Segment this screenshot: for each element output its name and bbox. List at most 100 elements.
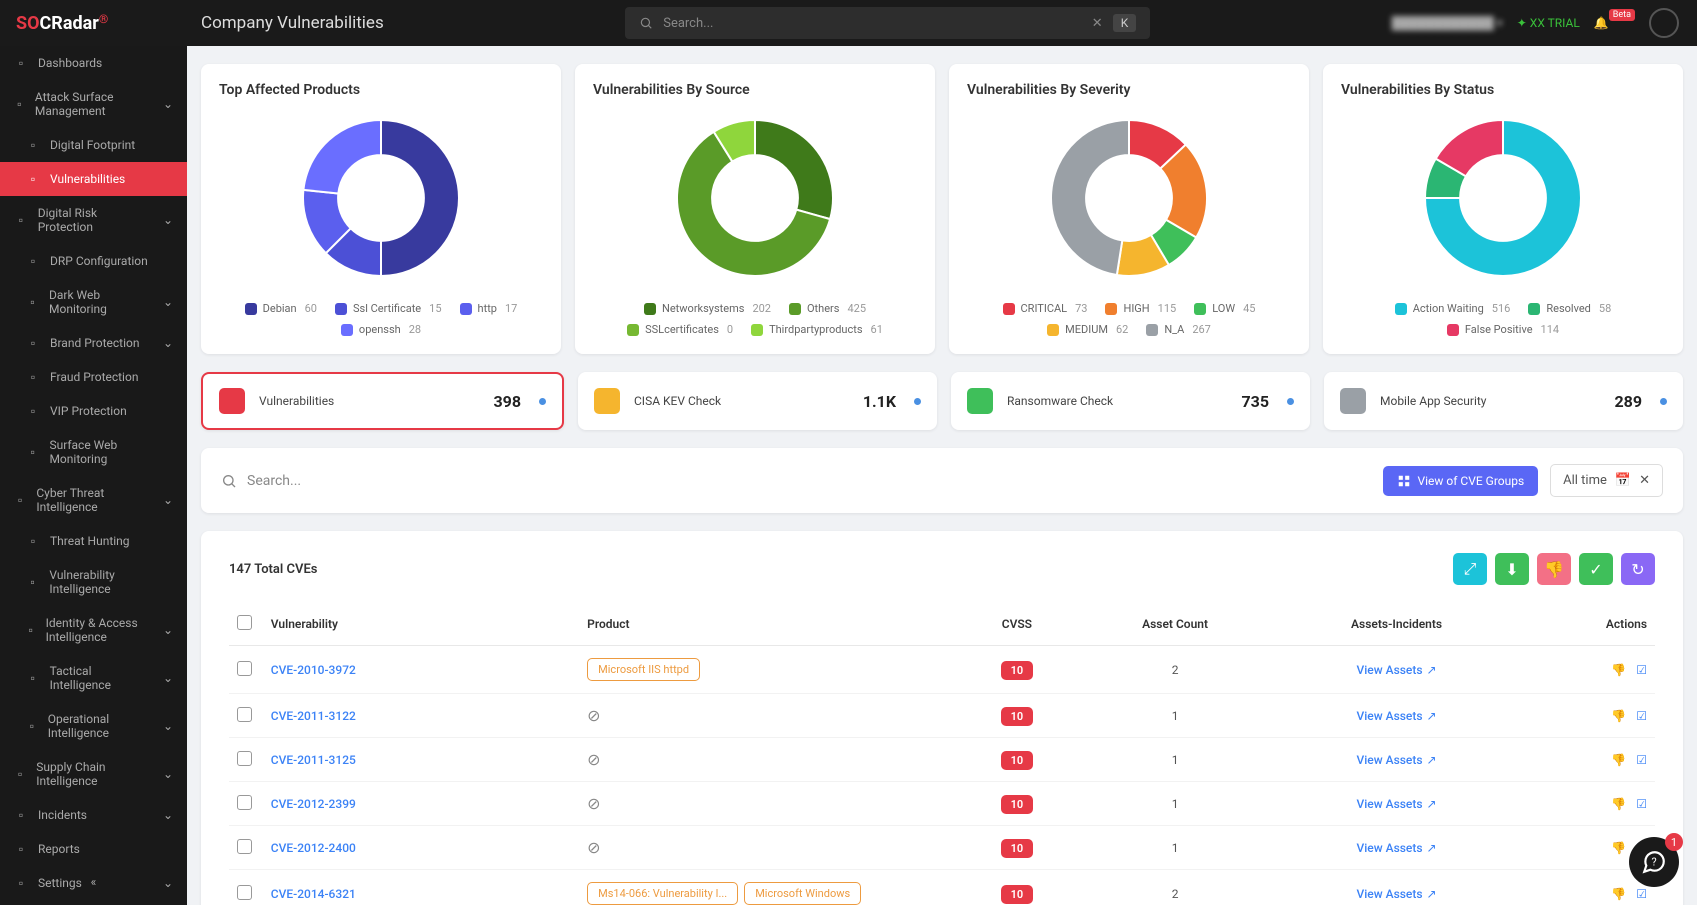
legend-item[interactable]: Thirdpartyproducts61 bbox=[751, 323, 883, 336]
thumbs-down-icon[interactable]: 👎 bbox=[1611, 841, 1626, 855]
view-assets-link[interactable]: View Assets ↗ bbox=[1357, 663, 1437, 677]
legend-item[interactable]: Debian60 bbox=[245, 302, 317, 315]
donut-slice[interactable] bbox=[303, 120, 381, 194]
column-header[interactable]: Product bbox=[579, 603, 948, 646]
legend-item[interactable]: MEDIUM62 bbox=[1047, 323, 1128, 336]
cve-link[interactable]: CVE-2014-6321 bbox=[271, 887, 356, 901]
check-icon[interactable]: ☑ bbox=[1636, 709, 1647, 723]
sidebar-item-operational-intelligence[interactable]: ▫Operational Intelligence⌄ bbox=[0, 702, 187, 750]
check-icon[interactable]: ☑ bbox=[1636, 753, 1647, 767]
stat-card-cisa-kev-check[interactable]: CISA KEV Check1.1K bbox=[578, 372, 937, 430]
sidebar-item-cyber-threat-intelligence[interactable]: ▫Cyber Threat Intelligence⌄ bbox=[0, 476, 187, 524]
sidebar-item-attack-surface-management[interactable]: ▫Attack Surface Management⌄ bbox=[0, 80, 187, 128]
legend-item[interactable]: Others425 bbox=[789, 302, 866, 315]
table-action-button-3[interactable]: ✓ bbox=[1579, 553, 1613, 585]
sidebar-collapse-button[interactable]: « bbox=[0, 867, 187, 897]
view-cve-groups-button[interactable]: View of CVE Groups bbox=[1383, 466, 1538, 496]
sidebar-item-supply-chain-intelligence[interactable]: ▫Supply Chain Intelligence⌄ bbox=[0, 750, 187, 798]
legend-item[interactable]: Ssl Certificate15 bbox=[335, 302, 442, 315]
stat-info-dot[interactable] bbox=[1287, 398, 1294, 405]
sidebar-item-fraud-protection[interactable]: ▫Fraud Protection bbox=[0, 360, 187, 394]
stat-card-mobile-app-security[interactable]: Mobile App Security289 bbox=[1324, 372, 1683, 430]
cve-link[interactable]: CVE-2012-2400 bbox=[271, 841, 356, 855]
sidebar-item-threat-hunting[interactable]: ▫Threat Hunting bbox=[0, 524, 187, 558]
donut-slice[interactable] bbox=[381, 120, 459, 276]
cve-link[interactable]: CVE-2011-3125 bbox=[271, 753, 356, 767]
row-checkbox[interactable] bbox=[237, 661, 252, 676]
table-action-button-2[interactable]: 👎 bbox=[1537, 553, 1571, 585]
global-search-input[interactable]: Search... ✕ K bbox=[625, 7, 1150, 39]
table-action-button-0[interactable]: ⤢ bbox=[1453, 553, 1487, 585]
row-checkbox[interactable] bbox=[237, 839, 252, 854]
view-assets-link[interactable]: View Assets ↗ bbox=[1357, 709, 1437, 723]
legend-item[interactable]: http17 bbox=[460, 302, 518, 315]
sidebar-item-vip-protection[interactable]: ▫VIP Protection bbox=[0, 394, 187, 428]
thumbs-down-icon[interactable]: 👎 bbox=[1611, 797, 1626, 811]
sidebar-item-brand-protection[interactable]: ▫Brand Protection⌄ bbox=[0, 326, 187, 360]
cve-link[interactable]: CVE-2011-3122 bbox=[271, 709, 356, 723]
view-assets-link[interactable]: View Assets ↗ bbox=[1357, 797, 1437, 811]
legend-item[interactable]: LOW45 bbox=[1194, 302, 1255, 315]
stat-info-dot[interactable] bbox=[539, 398, 546, 405]
check-icon[interactable]: ☑ bbox=[1636, 663, 1647, 677]
legend-item[interactable]: False Positive114 bbox=[1447, 323, 1559, 336]
column-header[interactable]: Actions bbox=[1528, 603, 1655, 646]
sidebar-item-tactical-intelligence[interactable]: ▫Tactical Intelligence⌄ bbox=[0, 654, 187, 702]
clear-time-icon[interactable]: ✕ bbox=[1639, 473, 1650, 488]
product-tag[interactable]: Microsoft Windows bbox=[744, 882, 861, 905]
view-assets-link[interactable]: View Assets ↗ bbox=[1357, 753, 1437, 767]
legend-item[interactable]: openssh28 bbox=[341, 323, 421, 336]
legend-item[interactable]: CRITICAL73 bbox=[1003, 302, 1088, 315]
sidebar-item-vulnerability-intelligence[interactable]: ▫Vulnerability Intelligence bbox=[0, 558, 187, 606]
view-assets-link[interactable]: View Assets ↗ bbox=[1357, 887, 1437, 901]
check-icon[interactable]: ☑ bbox=[1636, 797, 1647, 811]
select-all-checkbox[interactable] bbox=[237, 615, 252, 630]
stat-info-dot[interactable] bbox=[914, 398, 921, 405]
legend-item[interactable]: Resolved58 bbox=[1528, 302, 1611, 315]
search-clear-icon[interactable]: ✕ bbox=[1092, 16, 1103, 31]
sidebar-item-digital-footprint[interactable]: ▫Digital Footprint bbox=[0, 128, 187, 162]
sidebar-item-drp-configuration[interactable]: ▫DRP Configuration bbox=[0, 244, 187, 278]
sidebar-item-surface-web-monitoring[interactable]: ▫Surface Web Monitoring bbox=[0, 428, 187, 476]
column-header[interactable]: Asset Count bbox=[1085, 603, 1264, 646]
donut-slice[interactable] bbox=[755, 120, 833, 219]
cve-link[interactable]: CVE-2012-2399 bbox=[271, 797, 356, 811]
row-checkbox[interactable] bbox=[237, 707, 252, 722]
sidebar-item-dashboards[interactable]: ▫Dashboards bbox=[0, 46, 187, 80]
sidebar-item-digital-risk-protection[interactable]: ▫Digital Risk Protection⌄ bbox=[0, 196, 187, 244]
sidebar-item-reports[interactable]: ▫Reports bbox=[0, 832, 187, 866]
thumbs-down-icon[interactable]: 👎 bbox=[1611, 753, 1626, 767]
row-checkbox[interactable] bbox=[237, 795, 252, 810]
sidebar-item-identity-access-intelligence[interactable]: ▫Identity & Access Intelligence⌄ bbox=[0, 606, 187, 654]
product-tag[interactable]: Ms14-066: Vulnerability I... bbox=[587, 882, 738, 905]
sidebar-item-vulnerabilities[interactable]: ▫Vulnerabilities bbox=[0, 162, 187, 196]
donut-slice[interactable] bbox=[1051, 120, 1129, 275]
stat-card-ransomware-check[interactable]: Ransomware Check735 bbox=[951, 372, 1310, 430]
check-icon[interactable]: ☑ bbox=[1636, 887, 1647, 901]
legend-item[interactable]: Networksystems202 bbox=[644, 302, 771, 315]
legend-item[interactable]: HIGH115 bbox=[1105, 302, 1176, 315]
time-range-select[interactable]: All time 📅 ✕ bbox=[1550, 464, 1663, 497]
legend-item[interactable]: SSLcertificates0 bbox=[627, 323, 733, 336]
user-avatar[interactable] bbox=[1649, 8, 1679, 38]
stat-card-vulnerabilities[interactable]: Vulnerabilities398 bbox=[201, 372, 564, 430]
row-checkbox[interactable] bbox=[237, 751, 252, 766]
thumbs-down-icon[interactable]: 👎 bbox=[1611, 887, 1626, 901]
notifications-icon[interactable]: 🔔Beta bbox=[1594, 16, 1635, 30]
thumbs-down-icon[interactable]: 👎 bbox=[1611, 663, 1626, 677]
column-header[interactable]: Vulnerability bbox=[263, 603, 579, 646]
column-header[interactable]: Assets-Incidents bbox=[1265, 603, 1529, 646]
table-search-input[interactable]: Search... bbox=[221, 473, 1371, 489]
logo[interactable]: SOCRadar® bbox=[0, 5, 187, 42]
company-selector[interactable]: ████████████ ▾ bbox=[1392, 16, 1503, 30]
stat-info-dot[interactable] bbox=[1660, 398, 1667, 405]
table-action-button-4[interactable]: ↻ bbox=[1621, 553, 1655, 585]
cve-link[interactable]: CVE-2010-3972 bbox=[271, 663, 356, 677]
product-tag[interactable]: Microsoft IIS httpd bbox=[587, 658, 700, 681]
column-header[interactable]: CVSS bbox=[948, 603, 1085, 646]
table-action-button-1[interactable]: ⬇ bbox=[1495, 553, 1529, 585]
row-checkbox[interactable] bbox=[237, 885, 252, 900]
view-assets-link[interactable]: View Assets ↗ bbox=[1357, 841, 1437, 855]
legend-item[interactable]: Action Waiting516 bbox=[1395, 302, 1511, 315]
sidebar-item-dark-web-monitoring[interactable]: ▫Dark Web Monitoring⌄ bbox=[0, 278, 187, 326]
